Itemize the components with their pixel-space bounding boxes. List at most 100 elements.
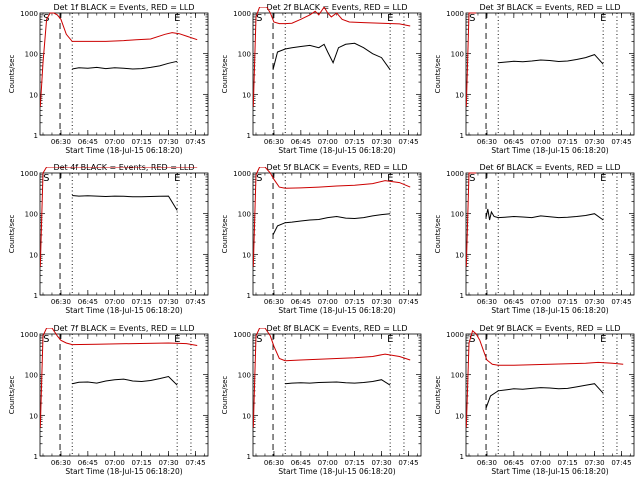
x-tick-label: 07:45 — [611, 459, 631, 467]
y-tick-label: 1 — [247, 292, 251, 300]
x-tick-label: 07:30 — [584, 138, 604, 146]
x-tick-label: 07:45 — [185, 138, 205, 146]
y-tick-label: 1 — [247, 132, 251, 140]
y-axis-label: Counts/sec — [221, 215, 229, 254]
x-tick-label: 07:00 — [105, 459, 125, 467]
x-tick-label: 07:00 — [105, 138, 125, 146]
x-tick-label: 06:30 — [51, 138, 71, 146]
panel-5: Det 5f BLACK = Events, RED = LLD 1 10 100 10… — [221, 163, 422, 315]
y-tick-label: 10 — [242, 91, 251, 99]
x-tick-label: 06:30 — [264, 298, 284, 306]
y-tick-label: 1000 — [20, 170, 38, 178]
y-axis-label: Counts/sec — [8, 215, 16, 254]
start-marker-label: S — [256, 334, 262, 345]
x-tick-label: 07:45 — [398, 459, 418, 467]
x-tick-label: 07:00 — [318, 138, 338, 146]
series-line-lld — [40, 12, 198, 107]
x-tick-label: 07:00 — [318, 298, 338, 306]
x-tick-label: 07:45 — [185, 298, 205, 306]
end-marker-label: E — [387, 173, 393, 184]
panel-8: Det 8f BLACK = Events, RED = LLD 1 10 100 10… — [221, 324, 422, 476]
x-tick-label: 07:00 — [318, 459, 338, 467]
x-axis-label: Start Time (18-Jul-15 06:18:20) — [278, 146, 395, 155]
x-tick-label: 07:15 — [558, 459, 578, 467]
series-line-lld — [466, 172, 477, 267]
panel-title: Det 6f BLACK = Events, RED = LLD — [479, 163, 620, 172]
plot-frame — [252, 12, 422, 136]
y-tick-label: 1 — [34, 292, 38, 300]
series-line-events — [485, 208, 604, 221]
x-tick-label: 07:45 — [398, 138, 418, 146]
x-tick-label: 07:15 — [345, 298, 365, 306]
x-tick-label: 06:45 — [504, 298, 524, 306]
y-tick-label: 100 — [238, 51, 251, 59]
panel-3: Det 3f BLACK = Events, RED = LLD 1 10 100 10… — [434, 3, 635, 155]
panel-9: Det 9f BLACK = Events, RED = LLD 1 10 100 10… — [434, 324, 635, 476]
y-tick-label: 10 — [455, 91, 464, 99]
x-tick-label: 07:00 — [105, 298, 125, 306]
x-axis-label: Start Time (18-Jul-15 06:18:20) — [65, 306, 182, 315]
y-tick-label: 10 — [29, 251, 38, 259]
end-marker-label: E — [600, 334, 606, 345]
x-tick-label: 06:45 — [78, 138, 98, 146]
y-axis-label: Counts/sec — [221, 376, 229, 415]
x-tick-label: 07:45 — [611, 298, 631, 306]
x-tick-label: 06:30 — [51, 459, 71, 467]
panel-4: Det 4f BLACK = Events, RED = LLD11010010… — [8, 163, 209, 315]
series-line-events — [498, 54, 604, 65]
y-tick-label: 1 — [460, 292, 464, 300]
series-line-events — [72, 375, 178, 386]
x-tick-label: 07:45 — [185, 459, 205, 467]
end-marker-label: E — [600, 173, 606, 184]
y-axis-label: Counts/sec — [8, 55, 16, 94]
x-axis-label: Start Time (18-Jul-15 06:18:20) — [491, 306, 608, 315]
x-axis-label: Start Time (18-Jul-15 06:18:20) — [491, 467, 608, 476]
y-tick-label: 1 — [460, 453, 464, 461]
x-tick-label: 07:30 — [371, 298, 391, 306]
y-axis-label: Counts/sec — [221, 55, 229, 94]
series-line-lld — [253, 7, 411, 107]
panel-title: Det 9f BLACK = Events, RED = LLD — [479, 324, 620, 333]
x-axis-label: Start Time (18-Jul-15 06:18:20) — [278, 306, 395, 315]
series-line-events — [485, 383, 604, 409]
x-tick-label: 06:45 — [504, 459, 524, 467]
end-marker-label: E — [387, 13, 393, 24]
plot-frame — [465, 172, 635, 296]
y-tick-label: 100 — [25, 211, 38, 219]
start-marker-label: S — [469, 334, 475, 345]
series-line-lld — [466, 12, 477, 107]
x-tick-label: 06:30 — [264, 138, 284, 146]
x-tick-label: 06:45 — [291, 138, 311, 146]
plot-frame — [252, 172, 422, 296]
x-tick-label: 07:00 — [531, 298, 551, 306]
y-tick-label: 1000 — [20, 10, 38, 18]
x-tick-label: 06:30 — [264, 459, 284, 467]
plot-frame — [39, 172, 209, 296]
y-tick-label: 10 — [29, 91, 38, 99]
y-tick-label: 1 — [247, 453, 251, 461]
panel-7: Det 7f BLACK = Events, RED = LLD 1 10 100 10… — [8, 324, 209, 476]
y-tick-label: 10 — [455, 412, 464, 420]
y-tick-label: 1000 — [233, 331, 251, 339]
series-line-events — [272, 42, 391, 71]
series-line-lld — [253, 328, 411, 428]
y-axis-label: Counts/sec — [434, 215, 442, 254]
y-tick-label: 10 — [29, 412, 38, 420]
x-axis-label: Start Time (18-Jul-15 06:18:20) — [65, 467, 182, 476]
start-marker-label: S — [43, 334, 49, 345]
y-tick-label: 10 — [455, 251, 464, 259]
y-tick-label: 1000 — [446, 10, 464, 18]
y-tick-label: 1000 — [446, 331, 464, 339]
x-tick-label: 07:30 — [158, 298, 178, 306]
y-tick-label: 100 — [451, 372, 464, 380]
panel-2: Det 2f BLACK = Events, RED = LLD 1 10 100 10… — [221, 3, 422, 155]
x-tick-label: 07:30 — [371, 459, 391, 467]
x-tick-label: 07:30 — [371, 138, 391, 146]
series-line-lld — [40, 328, 198, 428]
y-tick-label: 10 — [242, 412, 251, 420]
x-axis-label: Start Time (18-Jul-15 06:18:20) — [491, 146, 608, 155]
x-tick-label: 06:30 — [477, 298, 497, 306]
x-tick-label: 07:00 — [531, 459, 551, 467]
start-marker-label: S — [469, 13, 475, 24]
